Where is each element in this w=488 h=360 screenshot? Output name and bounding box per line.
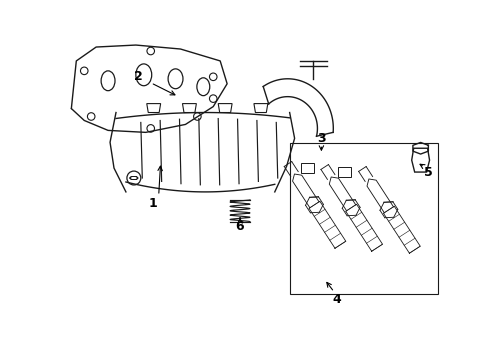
Bar (301, 163, 313, 173)
Text: 1: 1 (148, 197, 157, 210)
Text: 6: 6 (235, 220, 244, 233)
Text: 3: 3 (316, 132, 325, 145)
Bar (289, 143, 438, 294)
Text: 4: 4 (332, 293, 341, 306)
Text: 2: 2 (134, 70, 143, 83)
Text: 5: 5 (423, 166, 432, 179)
Bar (337, 167, 350, 177)
